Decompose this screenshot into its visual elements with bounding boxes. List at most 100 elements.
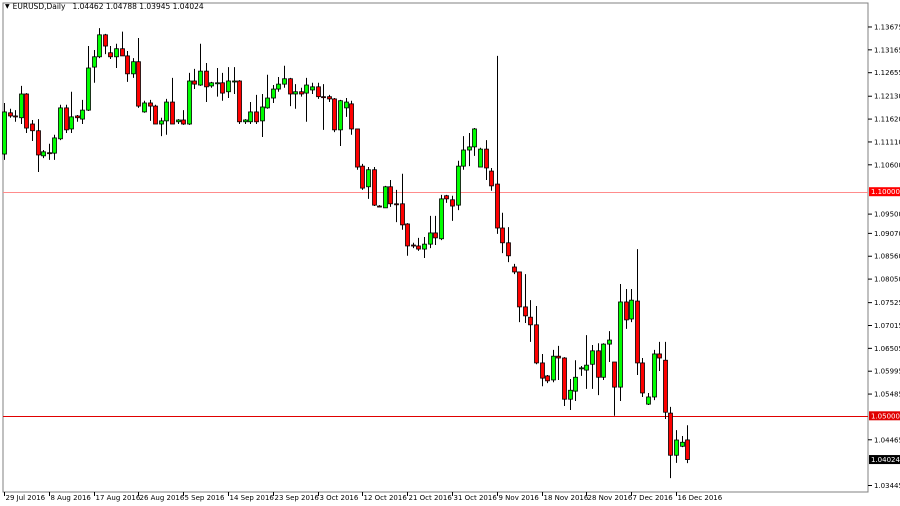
candle: [624, 288, 629, 329]
candle: [590, 344, 595, 389]
candle: [489, 167, 494, 191]
bull-candle-body: [428, 232, 433, 245]
x-tick-label: 16 Dec 2016: [678, 494, 723, 502]
candle: [584, 335, 589, 389]
bear-candle-body: [125, 55, 130, 75]
candle: [64, 104, 69, 133]
symbol-label: EURUSD,Daily: [12, 2, 66, 11]
bear-candle-body: [181, 119, 186, 125]
bull-candle-body: [601, 343, 606, 378]
candle: [545, 375, 550, 384]
candle: [276, 76, 281, 92]
x-tick-label: 3 Oct 2016: [320, 494, 359, 502]
x-tick-label: 18 Nov 2016: [544, 494, 589, 502]
bull-candle-body: [232, 80, 237, 83]
y-tick-label: 1.03445: [874, 482, 900, 490]
price-level-tag: [869, 411, 900, 421]
bear-candle-body: [47, 152, 52, 155]
bear-candle-body: [120, 48, 125, 57]
bull-candle-body: [439, 198, 444, 240]
bear-candle-body: [64, 107, 69, 131]
bear-candle-body: [444, 195, 449, 200]
candle: [400, 173, 405, 230]
candle: [444, 194, 449, 203]
candle: [646, 392, 651, 406]
candle: [416, 237, 421, 251]
bear-candle-body: [13, 115, 18, 118]
candle: [355, 128, 360, 170]
bear-candle-body: [416, 245, 421, 250]
candle: [24, 93, 29, 133]
candle: [47, 143, 52, 160]
bear-candle-body: [355, 128, 360, 168]
bear-candle-body: [192, 80, 197, 85]
candle: [428, 215, 433, 249]
bull-candle-body: [607, 339, 612, 345]
x-tick-label: 14 Sep 2016: [230, 494, 275, 502]
bear-candle-body: [523, 306, 528, 317]
bear-candle-body: [30, 123, 35, 132]
candle: [551, 349, 556, 383]
candle: [321, 84, 326, 130]
bear-candle-body: [288, 78, 293, 95]
bear-candle-body: [377, 205, 382, 208]
candle: [316, 82, 321, 99]
bull-candle-body: [568, 389, 573, 400]
candle: [153, 104, 158, 125]
bull-candle-body: [674, 439, 679, 456]
bull-candle-body: [618, 301, 623, 388]
candle: [215, 67, 220, 97]
bear-candle-body: [332, 98, 337, 131]
bear-candle-body: [148, 102, 153, 107]
candle: [75, 115, 80, 122]
bear-candle-body: [556, 355, 561, 359]
candle: [108, 46, 113, 60]
candle: [383, 185, 388, 209]
candle: [58, 104, 63, 141]
bear-candle-body: [349, 103, 354, 130]
candle: [103, 33, 108, 55]
bull-candle-body: [629, 299, 634, 320]
candle: [327, 94, 332, 103]
bull-candle-body: [338, 100, 343, 131]
triangle-down-icon[interactable]: ▼: [5, 3, 10, 10]
candle: [304, 77, 309, 122]
candle: [2, 102, 7, 160]
candle: [377, 205, 382, 208]
bull-candle-body: [265, 97, 270, 109]
x-tick-label: 21 Oct 2016: [409, 494, 453, 502]
bear-candle-body: [668, 412, 673, 456]
bull-candle-body: [282, 78, 287, 85]
x-tick-label: 8 Aug 2016: [51, 494, 92, 502]
candle: [601, 343, 606, 380]
candle: [523, 274, 528, 324]
candle: [663, 341, 668, 419]
bull-candle-body: [366, 169, 371, 188]
candle: [271, 85, 276, 103]
bull-candle-body: [80, 109, 85, 120]
bull-candle-body: [646, 396, 651, 405]
candle: [282, 65, 287, 88]
x-tick-label: 7 Dec 2016: [633, 494, 674, 502]
chart-title: ▼ EURUSD,Daily 1.04462 1.04788 1.03945 1…: [5, 2, 204, 11]
candle: [596, 343, 601, 396]
candle: [148, 99, 153, 121]
candle: [310, 82, 315, 94]
candle: [41, 150, 46, 159]
candle: [540, 353, 545, 387]
candle: [299, 87, 304, 97]
candle: [433, 215, 438, 246]
bull-candle-body: [584, 364, 589, 371]
candle: [288, 77, 293, 107]
bull-candle-body: [142, 102, 147, 113]
candle: [517, 271, 522, 323]
candle: [209, 81, 214, 88]
candle: [226, 67, 231, 99]
y-tick-label: 1.05485: [874, 391, 900, 399]
x-tick-label: 29 Jul 2016: [6, 494, 46, 502]
bull-candle-body: [271, 88, 276, 99]
y-tick-label: 1.10600: [874, 161, 900, 169]
bear-candle-body: [540, 362, 545, 379]
bear-candle-body: [562, 357, 567, 400]
